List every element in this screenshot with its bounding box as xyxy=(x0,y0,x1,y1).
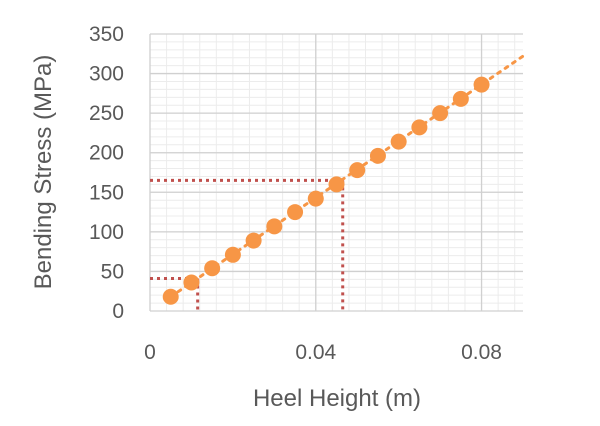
y-tick-label: 50 xyxy=(101,260,124,283)
data-point xyxy=(349,162,366,179)
x-axis-title: Heel Height (m) xyxy=(253,385,421,412)
data-point xyxy=(204,260,221,277)
data-point xyxy=(452,90,469,107)
y-tick-label: 200 xyxy=(89,142,124,165)
data-point xyxy=(245,232,262,249)
y-tick-label: 300 xyxy=(89,63,124,86)
y-tick-label: 350 xyxy=(89,23,124,46)
data-point xyxy=(432,105,449,122)
y-tick-label: 100 xyxy=(89,221,124,244)
data-point xyxy=(266,218,283,235)
data-point xyxy=(473,76,490,93)
data-point xyxy=(224,246,241,263)
data-points xyxy=(162,76,490,305)
y-tick-label: 150 xyxy=(89,181,124,204)
data-point xyxy=(287,204,304,221)
y-tick-labels: 0 50 100 150 200 250 300 350 xyxy=(89,23,124,323)
data-point xyxy=(411,119,428,136)
y-tick-label: 0 xyxy=(112,300,124,323)
data-point xyxy=(162,288,179,305)
y-axis-title: Bending Stress (MPa) xyxy=(30,55,57,290)
data-point xyxy=(328,176,345,193)
y-tick-label: 250 xyxy=(89,102,124,125)
guide-lines xyxy=(150,178,345,311)
x-tick-labels: 0 0.04 0.08 xyxy=(144,341,502,364)
x-tick-label: 0.04 xyxy=(295,341,336,364)
x-tick-label: 0 xyxy=(144,341,156,364)
data-point xyxy=(390,133,407,150)
data-point xyxy=(369,147,386,164)
data-point xyxy=(307,190,324,207)
data-point xyxy=(183,274,200,291)
x-tick-label: 0.08 xyxy=(461,341,502,364)
